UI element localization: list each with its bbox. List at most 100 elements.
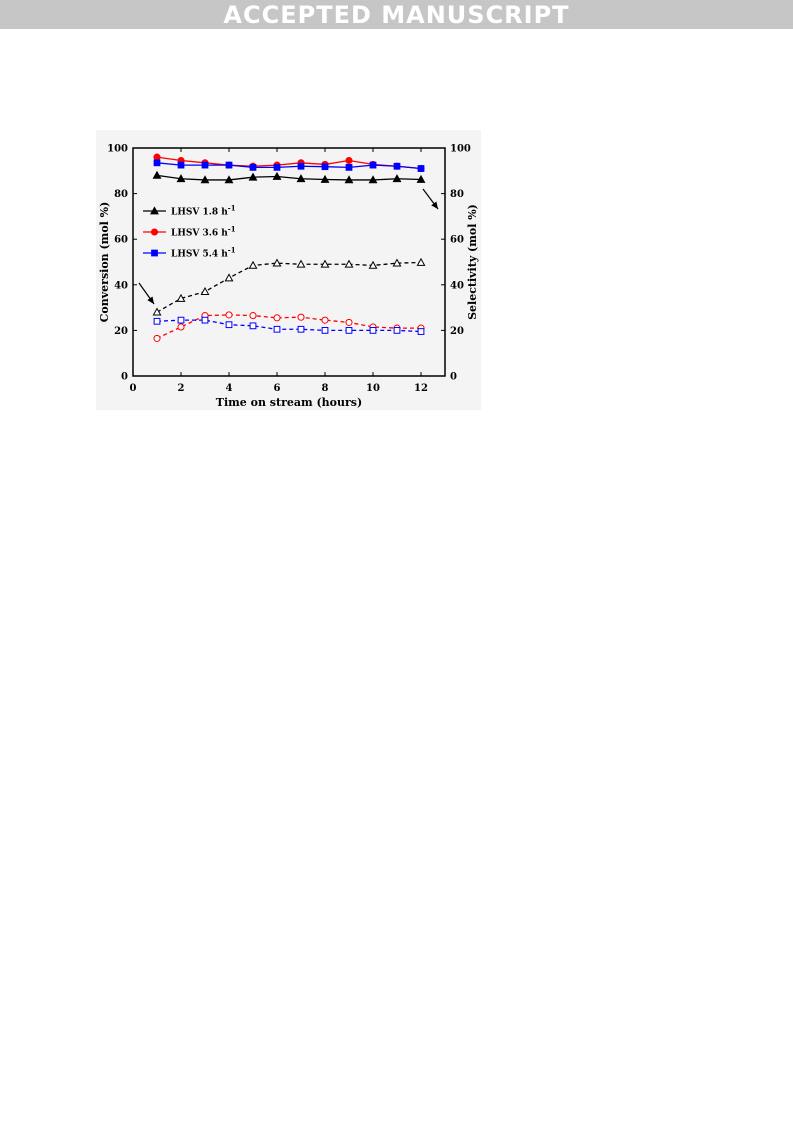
x-tick-label: 4	[226, 383, 233, 394]
axis-ticks: 0 2 4 6 8 10 12 0 20 40 60 80 100 0 20 40 60 80 100	[107, 144, 471, 395]
data-point	[152, 307, 162, 316]
data-point	[150, 228, 159, 236]
y2-tick-label: 100	[450, 144, 471, 155]
data-point	[177, 323, 185, 331]
data-point	[201, 161, 209, 169]
data-point	[345, 327, 353, 334]
data-point	[321, 163, 329, 171]
y-tick-label: 20	[114, 326, 128, 337]
data-point	[320, 174, 330, 183]
data-point	[248, 260, 258, 269]
data-point	[224, 273, 234, 282]
y2-tick-label: 0	[450, 372, 457, 383]
data-point	[368, 175, 378, 184]
accepted-manuscript-banner: ACCEPTED MANUSCRIPT	[0, 0, 793, 29]
figure-background	[96, 130, 481, 410]
y-tick-label: 80	[114, 189, 128, 200]
data-point	[297, 162, 305, 170]
x-tick-label: 2	[178, 383, 185, 394]
data-point	[248, 172, 258, 181]
data-point	[345, 156, 353, 165]
y-tick-label: 60	[114, 235, 128, 246]
data-point	[224, 175, 234, 184]
data-point	[392, 258, 402, 267]
conversion-arrow-right	[422, 188, 439, 210]
data-point	[249, 164, 257, 171]
data-point	[345, 318, 353, 326]
y-axis-label-conversion: Conversion (mol %)	[98, 202, 111, 323]
data-point	[150, 206, 159, 215]
data-point	[273, 314, 281, 322]
data-point	[177, 316, 185, 324]
series-line	[156, 314, 421, 339]
x-axis-label: Time on stream (hours)	[216, 396, 362, 409]
data-point	[152, 170, 162, 179]
legend-entry-3: LHSV 5.4 h-1	[143, 246, 236, 260]
plot-frame	[132, 147, 446, 377]
y-axis-label-selectivity: Selectivity (mol %)	[466, 204, 479, 320]
arrow-head	[431, 201, 438, 209]
y2-tick-label: 40	[450, 280, 464, 291]
legend-entry-2: LHSV 3.6 h-1	[143, 225, 236, 239]
plot-area	[132, 147, 446, 377]
data-point	[321, 327, 329, 334]
data-point	[176, 293, 186, 302]
axis-arrows	[138, 188, 439, 305]
data-point	[272, 258, 282, 267]
data-point	[345, 164, 353, 171]
data-point	[200, 287, 210, 296]
selectivity-arrow-left	[138, 282, 155, 305]
series-1	[152, 170, 426, 184]
series-4	[152, 257, 426, 316]
banner-text: ACCEPTED MANUSCRIPT	[223, 0, 570, 29]
data-point	[297, 313, 305, 321]
data-point	[153, 317, 161, 325]
x-tick-label: 6	[274, 383, 281, 394]
data-point	[273, 325, 281, 333]
x-tick-label: 8	[322, 383, 329, 394]
data-point	[344, 175, 354, 184]
data-point	[176, 174, 186, 183]
data-point	[368, 260, 378, 269]
series-line	[156, 162, 422, 170]
data-point	[273, 164, 281, 171]
data-point	[297, 325, 305, 333]
data-point	[153, 153, 161, 161]
legend-label: LHSV 3.6 h-1	[171, 225, 236, 239]
data-point	[296, 259, 306, 268]
data-point	[296, 174, 306, 183]
data-point	[225, 161, 233, 169]
data-point	[225, 321, 233, 329]
data-point	[249, 322, 257, 330]
data-point	[369, 327, 377, 334]
y-tick-label: 100	[107, 144, 128, 155]
data-point	[417, 165, 425, 172]
series-line	[156, 174, 422, 181]
data-series	[152, 153, 426, 342]
data-point	[177, 161, 185, 169]
y-tick-label: 0	[121, 372, 128, 383]
data-point	[320, 259, 330, 268]
data-point	[153, 334, 161, 342]
data-point	[225, 311, 233, 319]
data-point	[369, 161, 377, 169]
data-point	[393, 327, 401, 334]
series-3	[153, 159, 425, 172]
data-point	[321, 316, 329, 324]
y2-tick-label: 80	[450, 189, 464, 200]
y-tick-label: 40	[114, 280, 128, 291]
data-point	[153, 159, 161, 167]
series-line	[156, 319, 422, 333]
arrow-head	[147, 296, 154, 304]
legend-entry-1: LHSV 1.8 h-1	[143, 204, 236, 218]
data-point	[416, 174, 426, 183]
data-point	[249, 312, 257, 320]
data-point	[272, 171, 282, 180]
series-line	[156, 261, 422, 313]
x-tick-label: 0	[130, 383, 137, 394]
legend-label: LHSV 5.4 h-1	[171, 246, 236, 260]
data-point	[392, 174, 402, 183]
x-tick-label: 12	[414, 383, 428, 394]
x-tick-label: 10	[366, 383, 380, 394]
